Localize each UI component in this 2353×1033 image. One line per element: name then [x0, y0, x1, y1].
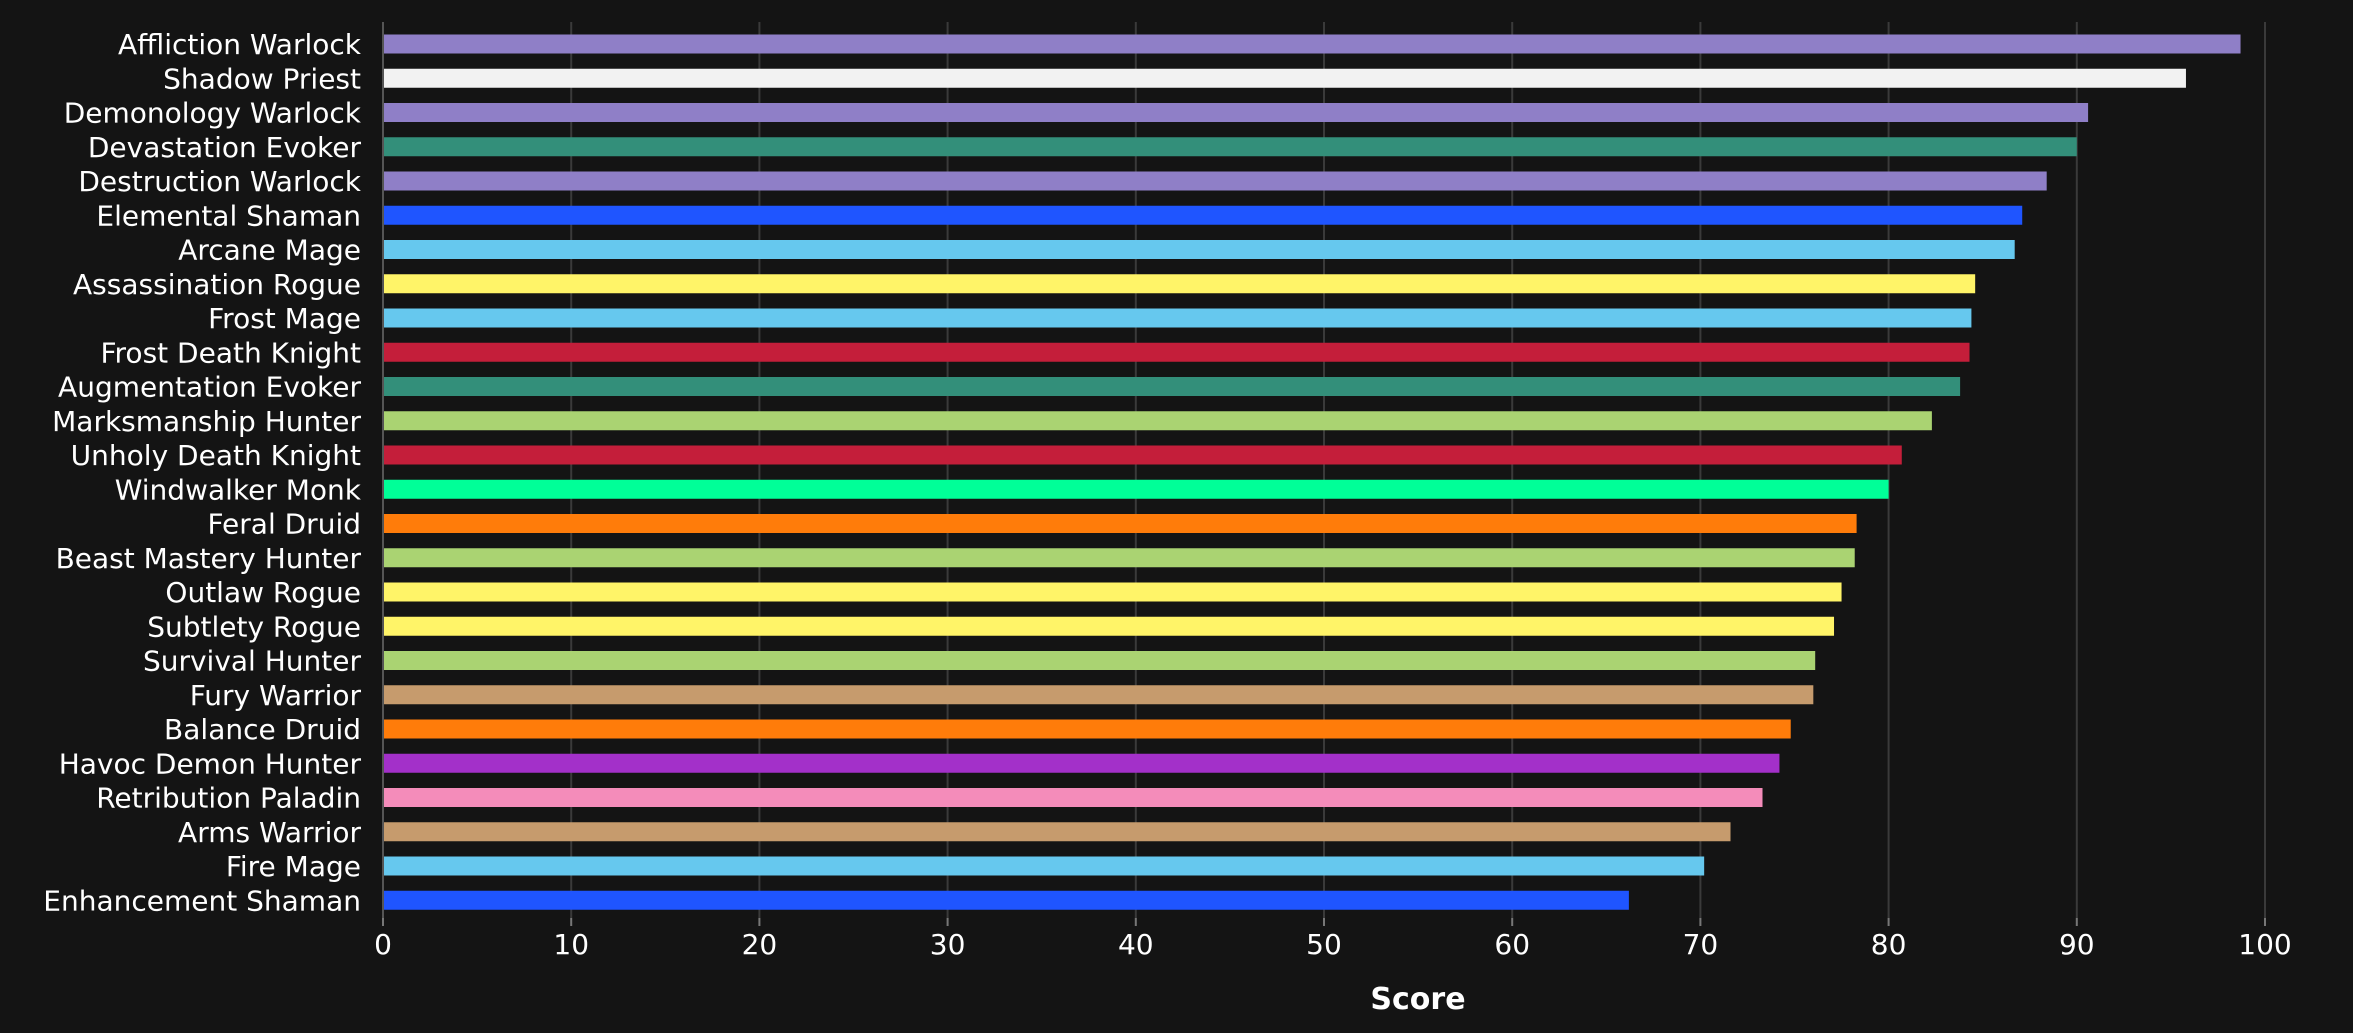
bar-demonology-warlock — [383, 103, 2089, 122]
x-axis-title: Score — [1370, 982, 1465, 1017]
x-tick-label: 90 — [2059, 928, 2095, 961]
bar-havoc-demon-hunter — [383, 753, 1780, 773]
bar-elemental-shaman — [383, 205, 2023, 225]
category-label: Augmentation Evoker — [58, 371, 361, 404]
category-label: Shadow Priest — [163, 62, 361, 95]
x-tick-label: 40 — [1118, 928, 1154, 961]
category-label: Feral Druid — [207, 508, 361, 541]
bar-unholy-death-knight — [383, 445, 1902, 465]
bar-frost-mage — [383, 308, 1972, 328]
category-label: Beast Mastery Hunter — [56, 542, 362, 575]
category-label: Balance Druid — [164, 713, 361, 746]
bar-fury-warrior — [383, 685, 1814, 705]
category-label: Unholy Death Knight — [71, 439, 361, 472]
bar-shadow-priest — [383, 68, 2186, 88]
category-label: Assassination Rogue — [73, 268, 361, 301]
bar-assassination-rogue — [383, 274, 1976, 294]
bar-affliction-warlock — [383, 34, 2241, 54]
bar-arms-warrior — [383, 822, 1731, 842]
category-label: Fire Mage — [226, 850, 361, 883]
bar-devastation-evoker — [383, 137, 2077, 157]
bar-arcane-mage — [383, 240, 2015, 259]
category-label: Devastation Evoker — [88, 131, 362, 164]
bars — [383, 34, 2241, 910]
bar-windwalker-monk — [383, 479, 1889, 499]
grid-lines — [382, 22, 2266, 918]
bar-outlaw-rogue — [383, 582, 1842, 602]
category-label: Windwalker Monk — [115, 473, 362, 506]
category-label: Arcane Mage — [178, 234, 361, 267]
category-label: Affliction Warlock — [118, 28, 362, 61]
category-label: Subtlety Rogue — [147, 610, 361, 643]
bar-survival-hunter — [383, 651, 1816, 670]
category-label: Retribution Paladin — [96, 782, 361, 815]
category-label: Fury Warrior — [190, 679, 362, 712]
category-label: Demonology Warlock — [64, 97, 362, 130]
bar-balance-druid — [383, 719, 1791, 739]
x-tick-label: 60 — [1494, 928, 1530, 961]
bar-marksmanship-hunter — [383, 411, 1932, 431]
bar-feral-druid — [383, 514, 1857, 533]
category-label: Enhancement Shaman — [43, 884, 361, 917]
category-label: Outlaw Rogue — [165, 576, 361, 609]
category-label: Elemental Shaman — [96, 199, 361, 232]
category-label: Havoc Demon Hunter — [59, 747, 362, 780]
x-tick-label: 100 — [2238, 928, 2291, 961]
x-tick-label: 10 — [553, 928, 589, 961]
category-label: Frost Death Knight — [100, 336, 361, 369]
x-tick-label: 0 — [374, 928, 392, 961]
x-tick-label: 50 — [1306, 928, 1342, 961]
category-label: Frost Mage — [208, 302, 361, 335]
category-label: Destruction Warlock — [78, 165, 361, 198]
x-tick-label: 30 — [930, 928, 966, 961]
x-tick-label: 70 — [1683, 928, 1719, 961]
bar-subtlety-rogue — [383, 616, 1835, 636]
bar-destruction-warlock — [383, 171, 2047, 191]
bar-fire-mage — [383, 856, 1705, 876]
bar-enhancement-shaman — [383, 890, 1629, 910]
x-tick-label: 20 — [742, 928, 778, 961]
bar-retribution-paladin — [383, 788, 1763, 807]
bar-beast-mastery-hunter — [383, 548, 1855, 568]
category-label: Survival Hunter — [143, 645, 362, 678]
x-tick-label: 80 — [1871, 928, 1907, 961]
bar-frost-death-knight — [383, 342, 1970, 362]
x-axis: 0 10 20 30 40 50 60 70 80 90 100 — [374, 22, 2292, 961]
category-label: Marksmanship Hunter — [52, 405, 361, 438]
bar-augmentation-evoker — [383, 377, 1961, 396]
category-label: Arms Warrior — [178, 816, 361, 849]
